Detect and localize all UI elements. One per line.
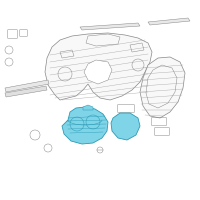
- Polygon shape: [140, 57, 185, 118]
- Polygon shape: [83, 105, 93, 110]
- Polygon shape: [45, 33, 152, 100]
- Polygon shape: [80, 23, 140, 30]
- Polygon shape: [62, 107, 108, 144]
- Polygon shape: [148, 18, 190, 25]
- Polygon shape: [84, 60, 112, 84]
- Polygon shape: [5, 80, 49, 92]
- Polygon shape: [5, 86, 47, 97]
- Polygon shape: [111, 113, 140, 140]
